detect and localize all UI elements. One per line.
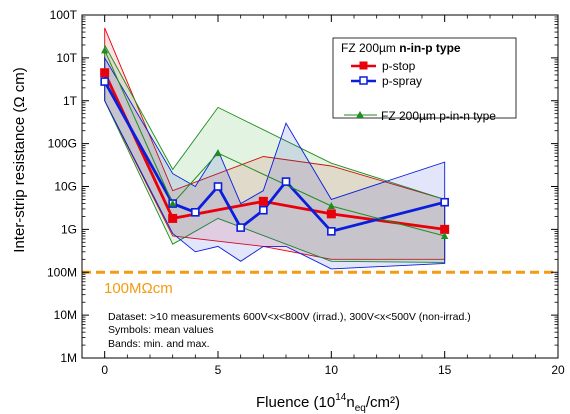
point-p-stop bbox=[258, 196, 268, 206]
y-tick-label: 10T bbox=[56, 51, 77, 65]
y-tick-label: 100T bbox=[50, 8, 78, 22]
x-tick-label: 10 bbox=[325, 363, 339, 377]
y-axis-label: Inter-strip resistance (Ω cm) bbox=[11, 67, 28, 252]
x-axis-label-main: Fluence (10 bbox=[256, 394, 335, 411]
legend-label-p-stop: p-stop bbox=[382, 59, 416, 73]
point-p-spray bbox=[440, 197, 449, 207]
x-tick-label: 20 bbox=[551, 363, 565, 377]
point-p-in-n bbox=[169, 199, 177, 207]
x-axis-label-n: n bbox=[346, 394, 354, 411]
y-tick-label: 10M bbox=[54, 308, 77, 322]
legend-marker-p-stop bbox=[359, 61, 368, 70]
point-p-spray bbox=[100, 77, 109, 86]
axis-ticks: 1M 10M 100M 1G 10G 100G 1T 10T 100T 0 5 10 15 20 bbox=[47, 8, 565, 377]
legend-marker-p-spray bbox=[359, 76, 368, 85]
point-p-stop bbox=[326, 209, 336, 219]
threshold-label: 100MΩcm bbox=[104, 280, 173, 297]
chart-markers bbox=[100, 46, 450, 240]
x-axis-label-exp: 14 bbox=[335, 392, 347, 403]
point-p-spray bbox=[259, 205, 268, 215]
point-p-spray bbox=[281, 177, 291, 186]
point-p-spray bbox=[213, 182, 223, 191]
point-p-spray bbox=[191, 208, 200, 217]
annotation: Dataset: >10 measurements 600V<x<800V (i… bbox=[108, 311, 471, 350]
x-axis-label-tail: /cm²) bbox=[366, 394, 400, 411]
legend-header: FZ 200µm n-in-p type bbox=[341, 41, 461, 55]
point-p-in-n bbox=[327, 202, 335, 210]
point-p-in-n bbox=[101, 46, 109, 54]
x-axis-label-sub: eq bbox=[355, 403, 366, 414]
y-tick-label: 1G bbox=[61, 222, 77, 236]
legend-header-prefix: FZ 200µm bbox=[341, 41, 399, 55]
point-p-in-n bbox=[214, 149, 222, 157]
legend: FZ 200µm n-in-p type p-stop p-spray FZ 2… bbox=[332, 37, 517, 123]
x-tick-label: 15 bbox=[438, 363, 452, 377]
y-tick-label: 100M bbox=[47, 265, 77, 279]
x-tick-label: 0 bbox=[101, 363, 108, 377]
annotation-line-3: Bands: min. and max. bbox=[108, 338, 210, 350]
point-p-stop bbox=[168, 213, 178, 223]
point-p-spray bbox=[327, 227, 336, 236]
y-tick-label: 1T bbox=[63, 94, 78, 108]
x-tick-label: 5 bbox=[215, 363, 222, 377]
x-axis-label: Fluence (1014neq/cm²) bbox=[256, 392, 400, 414]
point-p-in-n bbox=[441, 232, 449, 240]
legend-header-bold: n-in-p type bbox=[399, 41, 461, 55]
annotation-line-2: Symbols: mean values bbox=[108, 324, 214, 336]
annotation-line-1: Dataset: >10 measurements 600V<x<800V (i… bbox=[108, 311, 471, 323]
y-tick-label: 100G bbox=[48, 137, 77, 151]
legend-marker-p-in-n bbox=[356, 111, 364, 118]
point-p-stop bbox=[100, 68, 110, 78]
y-tick-label: 1M bbox=[60, 351, 77, 365]
y-tick-label: 10G bbox=[54, 180, 77, 194]
legend-label-p-spray: p-spray bbox=[382, 74, 422, 88]
legend-label-p-in-n: FZ 200µm p-in-n type bbox=[381, 109, 496, 123]
point-p-spray bbox=[236, 223, 245, 232]
